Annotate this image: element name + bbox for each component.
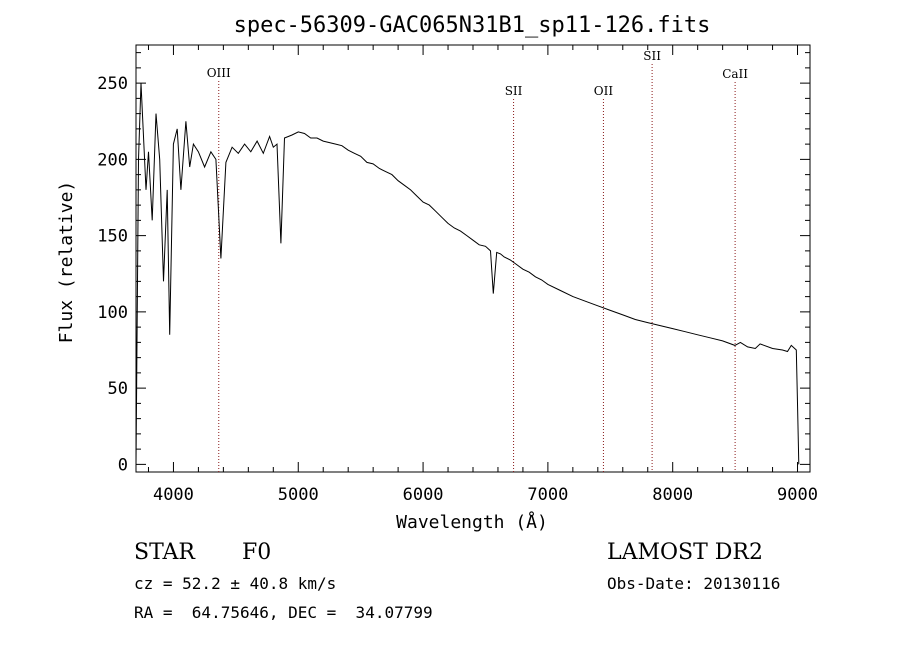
x-tick-label: 4000	[153, 485, 194, 505]
axis-ticks: 4000 5000 6000 7000 8000 9000 0 50 100 150 200 250	[97, 45, 818, 505]
spectral-line-label: SII	[505, 84, 523, 98]
spectral-line-markers: OIII SII OII SII CaII	[207, 49, 748, 472]
x-tick-label: 6000	[403, 485, 444, 505]
x-tick-label: 8000	[652, 485, 693, 505]
x-tick-label: 7000	[527, 485, 568, 505]
x-tick-label: 9000	[777, 485, 818, 505]
spectral-line-label: CaII	[722, 67, 748, 81]
object-type: STAR	[134, 540, 195, 565]
redshift-cz: cz = 52.2 ± 40.8 km/s	[134, 574, 337, 593]
x-axis-label: Wavelength (Å)	[396, 511, 548, 533]
y-tick-label: 200	[97, 150, 128, 170]
coordinates: RA = 64.75646, DEC = 34.07799	[134, 603, 433, 622]
spectrum-line	[135, 83, 800, 465]
y-tick-label: 150	[97, 227, 128, 247]
y-tick-label: 50	[108, 379, 128, 399]
plot-frame	[135, 44, 811, 473]
spectral-subclass: F0	[242, 540, 272, 565]
chart-title: spec-56309-GAC065N31B1_sp11-126.fits	[234, 13, 711, 38]
x-tick-label: 5000	[278, 485, 319, 505]
survey-name: LAMOST DR2	[607, 540, 763, 565]
obs-date: Obs-Date: 20130116	[607, 574, 781, 593]
y-tick-label: 100	[97, 303, 128, 323]
y-tick-label: 0	[118, 455, 128, 475]
y-tick-label: 250	[97, 74, 128, 94]
spectral-line-label: OIII	[207, 66, 231, 80]
spectral-line-label: OII	[594, 84, 614, 98]
spectral-line-label: SII	[643, 49, 661, 63]
y-axis-label: Flux (relative)	[56, 181, 77, 344]
